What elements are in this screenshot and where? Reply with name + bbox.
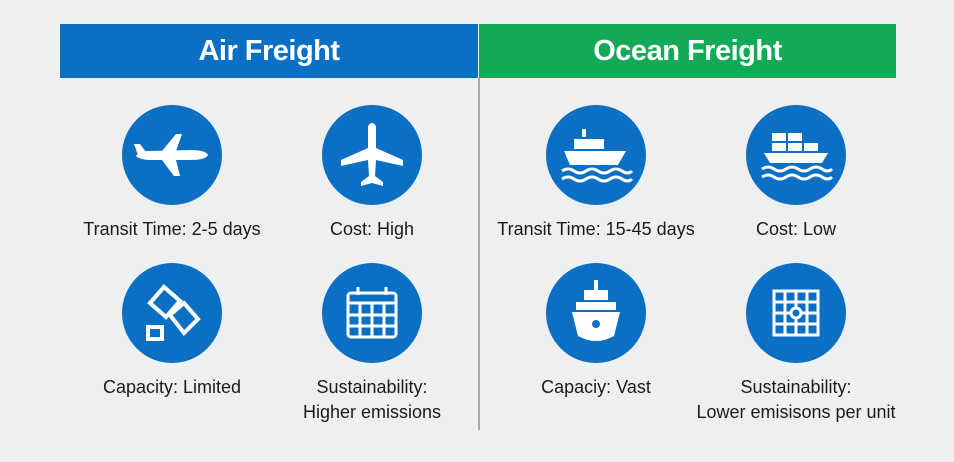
column-divider: [478, 78, 480, 430]
label: Cost: High: [329, 219, 415, 239]
label: Transit Time: 2-5 days: [83, 219, 261, 239]
label: Capacity: Limited: [102, 377, 242, 397]
air-cost: Cost: High: [252, 105, 492, 242]
label-line: Sustainability:: [740, 377, 852, 397]
ocean-capacity: Capaciy: Vast: [476, 263, 716, 400]
air-sustainability: Sustainability: Higher emissions: [252, 263, 492, 425]
label: Transit Time: 15-45 days: [497, 219, 695, 239]
ocean-cost: Cost: Low: [676, 105, 916, 242]
ship-front-icon: [546, 263, 646, 363]
label: Sustainability: Lower emisisons per unit: [676, 375, 916, 425]
ship-icon: [546, 105, 646, 205]
label: Capaciy: Vast: [541, 377, 651, 397]
airplane-top-icon: [322, 105, 422, 205]
label-line: Sustainability:: [316, 377, 428, 397]
label: Cost: Low: [755, 219, 837, 239]
label-line: Lower emisisons per unit: [696, 402, 896, 422]
grid-icon: [746, 263, 846, 363]
air-transit-time: Transit Time: 2-5 days: [52, 105, 292, 242]
label: Sustainability: Higher emissions: [252, 375, 492, 425]
ocean-sustainability: Sustainability: Lower emisisons per unit: [676, 263, 916, 425]
calendar-grid-icon: [322, 263, 422, 363]
packages-icon: [122, 263, 222, 363]
air-capacity: Capacity: Limited: [52, 263, 292, 400]
ocean-freight-header: Ocean Freight: [479, 24, 896, 78]
label-line: Higher emissions: [302, 402, 442, 422]
container-ship-icon: [746, 105, 846, 205]
air-freight-header: Air Freight: [60, 24, 478, 78]
ocean-transit-time: Transit Time: 15-45 days: [476, 105, 716, 242]
airplane-side-icon: [122, 105, 222, 205]
